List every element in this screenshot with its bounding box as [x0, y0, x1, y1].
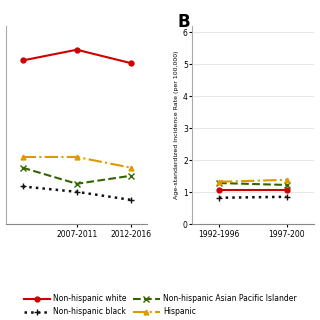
Y-axis label: Age-standardized Incidence Rate (per 100,000): Age-standardized Incidence Rate (per 100…	[174, 51, 179, 199]
Legend: Non-hispanic white, Non-hispanic black, Non-hispanic Asian Pacific Islander, His: Non-hispanic white, Non-hispanic black, …	[24, 294, 296, 316]
Text: B: B	[178, 13, 190, 31]
